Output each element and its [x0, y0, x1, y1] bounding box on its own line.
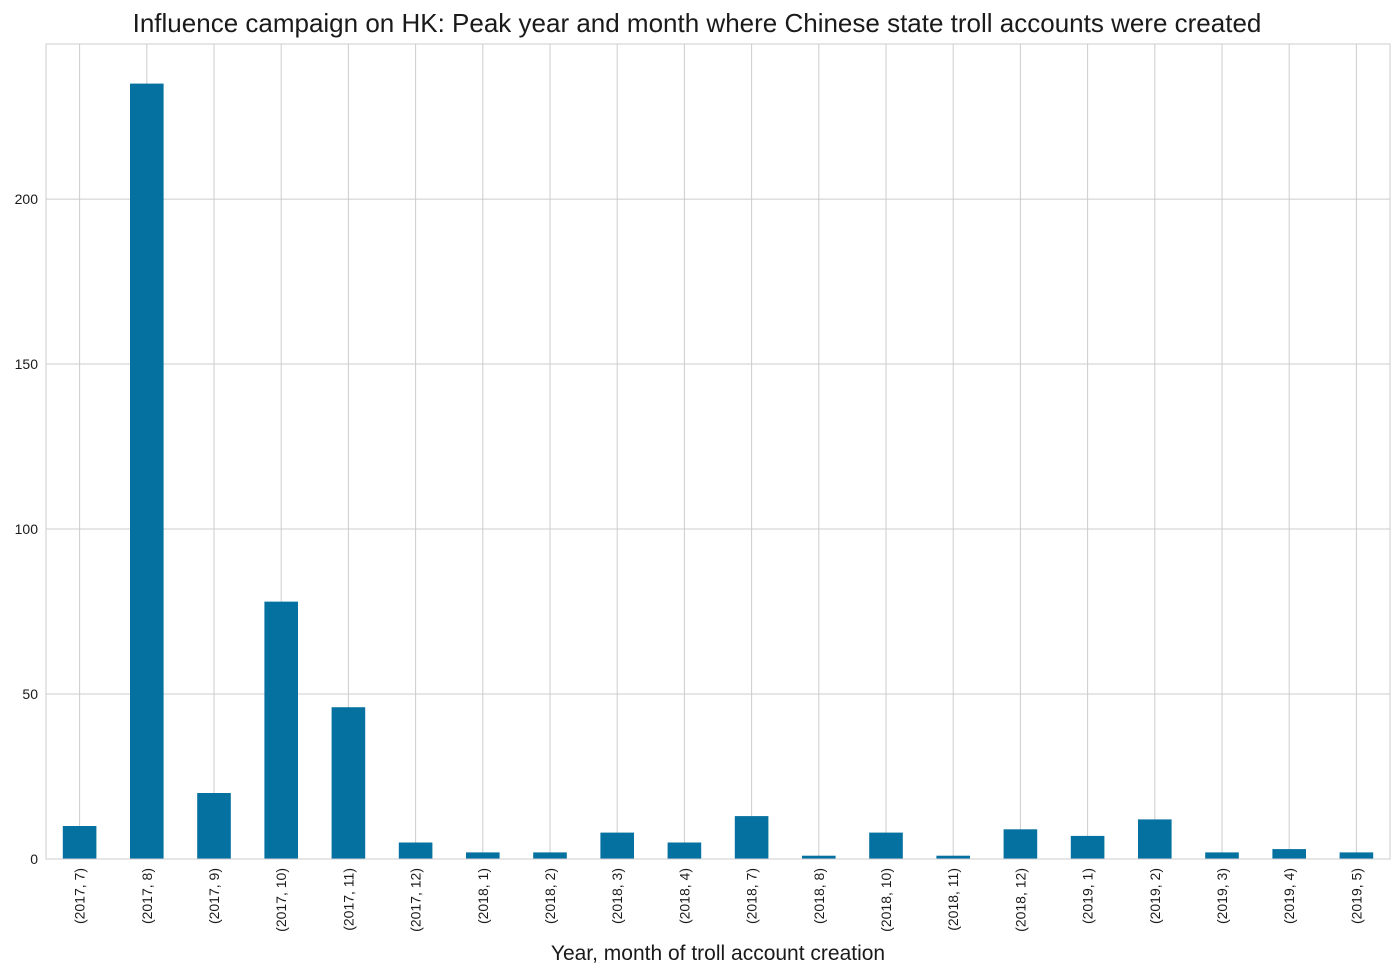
bar: [1138, 819, 1172, 859]
bar: [130, 83, 164, 859]
bar: [1272, 849, 1306, 859]
bar: [1205, 852, 1239, 859]
bar: [1003, 829, 1038, 859]
x-tick-label: (2017, 12): [408, 868, 424, 932]
bar: [600, 832, 634, 859]
x-tick-label: (2019, 1): [1080, 868, 1096, 924]
bars: [62, 83, 1374, 859]
bar: [869, 832, 903, 859]
bar: [331, 707, 366, 859]
x-tick-labels: (2017, 7) (2017, 8) (2017, 9) (2017, 10) (20…: [72, 868, 1365, 932]
x-tick-label: (2018, 3): [609, 868, 625, 924]
x-tick-label: (2018, 12): [1012, 868, 1028, 932]
x-tick-label: (2017, 8): [139, 868, 155, 924]
x-tick-label: (2018, 8): [811, 868, 827, 924]
y-tick-labels: 0 50 100 150 200: [15, 191, 39, 867]
bar: [264, 601, 298, 859]
bar: [1339, 852, 1374, 859]
x-tick-label: (2017, 11): [340, 868, 356, 931]
y-tick-label: 50: [22, 686, 38, 702]
x-tick-label: (2019, 5): [1348, 868, 1364, 924]
x-tick-label: (2017, 10): [273, 868, 289, 932]
grid-lines: [46, 44, 1390, 860]
bar: [936, 855, 970, 859]
bar: [533, 852, 567, 859]
plot-frame: [45, 43, 1391, 860]
x-tick-label: (2017, 9): [206, 868, 222, 924]
x-tick-label: (2018, 11): [945, 868, 961, 931]
x-tick-label: (2018, 7): [744, 868, 760, 924]
bar: [62, 826, 97, 859]
x-tick-label: (2017, 7): [72, 868, 88, 924]
x-tick-label: (2018, 4): [676, 868, 692, 924]
y-tick-label: 0: [30, 851, 38, 867]
x-tick-label: (2018, 2): [542, 868, 558, 924]
bar: [802, 855, 836, 859]
y-tick-label: 100: [15, 521, 39, 537]
bar: [667, 842, 702, 859]
bar: [734, 816, 769, 859]
x-tick-label: (2019, 3): [1214, 868, 1230, 924]
y-tick-label: 200: [15, 191, 39, 207]
x-tick-label: (2019, 4): [1281, 868, 1297, 924]
bar: [398, 842, 433, 859]
x-tick-label: (2018, 1): [475, 868, 491, 924]
y-tick-label: 150: [15, 356, 39, 372]
bar: [197, 793, 231, 859]
x-tick-label: (2019, 2): [1147, 868, 1163, 924]
bar: [1070, 835, 1105, 859]
x-axis-label: Year, month of troll account creation: [551, 942, 885, 965]
chart-title: Influence campaign on HK: Peak year and …: [133, 8, 1262, 38]
bar: [466, 852, 500, 859]
x-tick-label: (2018, 10): [878, 868, 894, 932]
